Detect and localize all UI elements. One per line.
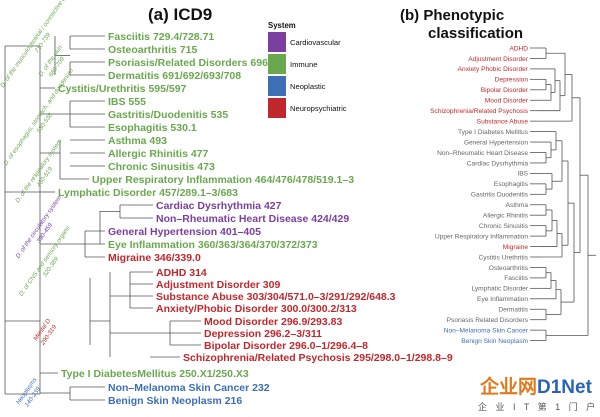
phenotypic-label: Cardiac Dysrhythmia <box>467 160 529 167</box>
icd9-label: Bipolar Disorder 296.0–1/296.4–8 <box>204 340 368 352</box>
phenotypic-label: ADHD <box>509 45 528 52</box>
phenotypic-labels: ADHD Adjustment Disorder Anxiety Phobic Di… <box>430 45 529 345</box>
legend: System Cardiovascular Immune Neoplastic Neu… <box>268 21 347 118</box>
phenotypic-label: Osteoarthritis <box>489 265 529 272</box>
icd9-label: Asthma 493 <box>108 135 167 147</box>
legend-label: Neuropsychiatric <box>290 104 347 113</box>
phenotypic-label: Mood Disorder <box>485 98 529 105</box>
icd9-group-labels: D. of the musculoskeletal / connective t… <box>0 0 75 408</box>
phenotypic-label: General Hypertension <box>464 139 528 146</box>
phenotypic-label: Esophagitis <box>494 181 529 188</box>
icd9-group-label: D. of esophagus, stomach, and duodenum <box>2 67 75 167</box>
legend-swatch <box>268 76 286 96</box>
phenotypic-label: IBS <box>517 171 528 178</box>
icd9-label: Substance Abuse 303/304/571.0–3/291/292/… <box>156 291 396 303</box>
icd9-label: Schizophrenia/Related Psychosis 295/298.… <box>183 352 453 364</box>
phenotypic-label: Substance Abuse <box>477 118 529 125</box>
panel-a-title: (a) ICD9 <box>148 5 212 24</box>
icd9-label: Cardiac Dysrhythmia 427 <box>156 200 282 212</box>
icd9-label: Esophagitis 530.1 <box>108 122 197 134</box>
icd9-label: General Hypertension 401–405 <box>108 226 261 238</box>
icd9-dendrogram <box>4 35 201 401</box>
icd9-label: Anxiety/Phobic Disorder 300.0/300.2/313 <box>156 303 357 315</box>
watermark: 企业网 D1Net 企 业 I T 第 1 门 户 <box>478 375 598 412</box>
phenotypic-label: Lymphatic Disorder <box>471 286 528 293</box>
phenotypic-label: Depression <box>495 77 529 84</box>
icd9-label: Psoriasis/Related Disorders 696 <box>108 57 268 69</box>
phenotypic-label: Dermatitis <box>498 307 528 314</box>
phenotypic-label: Migraine <box>503 244 529 251</box>
phenotypic-label: Anxiety Phobic Disorder <box>458 66 529 73</box>
phenotypic-label: Upper Respiratory Inflammation <box>435 233 528 240</box>
icd9-label: Non–Rheumatic Heart Disease 424/429 <box>156 213 349 225</box>
phenotypic-label: Fasciitis <box>504 275 529 282</box>
phenotypic-label: Schizophrenia/Related Psychosis <box>430 108 529 115</box>
legend-swatch <box>268 98 286 118</box>
icd9-group-label: D. of the respiratory system <box>14 138 63 204</box>
icd9-label: Cystitis/Urethritis 595/597 <box>58 83 187 95</box>
icd9-label: Adjustment Disorder 309 <box>156 279 280 291</box>
legend-swatch <box>268 32 286 52</box>
icd9-label: Allergic Rhinitis 477 <box>108 148 209 160</box>
legend-label: Neoplastic <box>290 82 326 91</box>
panel-b-title-line2: classification <box>428 25 523 42</box>
icd9-label: Upper Respiratory Inflammation 464/476/4… <box>92 174 354 186</box>
icd9-label: ADHD 314 <box>156 267 207 279</box>
panel-b-title-line1: (b) Phenotypic <box>400 7 504 24</box>
phenotypic-label: Psoriasis Related Disorders <box>447 317 529 324</box>
phenotypic-label: Eye Inflammation <box>477 296 528 303</box>
icd9-label: Non–Melanoma Skin Cancer 232 <box>108 382 270 394</box>
icd9-label: Lymphatic Disorder 457/289.1–3/683 <box>58 187 238 199</box>
icd9-label: Benign Skin Neoplasm 216 <box>108 395 242 407</box>
phenotypic-label: Benign Skin Neoplasm <box>461 338 528 345</box>
phenotypic-label: Allergic Rhinitis <box>483 213 529 220</box>
legend-swatch <box>268 54 286 74</box>
phenotypic-label: Asthma <box>506 202 529 209</box>
phenotypic-label: Non–Melanoma Skin Cancer <box>444 327 529 334</box>
phenotypic-label: Non–Rheumatic Heart Disease <box>437 150 528 157</box>
icd9-label: Osteoarthritis 715 <box>108 44 197 56</box>
icd9-label: Fasciitis 729.4/728.71 <box>108 31 214 43</box>
phenotypic-label: Adjustment Disorder <box>468 56 529 63</box>
phenotypic-label: Chronic Sinusitis <box>479 223 529 230</box>
icd9-label: IBS 555 <box>108 96 146 108</box>
icd9-label: Dermatitis 691/692/693/708 <box>108 70 241 82</box>
icd9-label: Depression 296.2–3/311 <box>204 328 322 340</box>
watermark-subtitle: 企 业 I T 第 1 门 户 <box>478 401 598 412</box>
legend-label: Cardiovascular <box>290 38 341 47</box>
phenotypic-dendrogram <box>530 47 596 342</box>
watermark-brand: 企业网 <box>479 375 537 398</box>
icd9-label: Mood Disorder 296.9/293.83 <box>204 316 342 328</box>
icd9-label: Eye Inflammation 360/363/364/370/372/373 <box>108 239 318 251</box>
icd9-label: Gastritis/Duodenitis 535 <box>108 109 228 121</box>
icd9-label: Chronic Sinusitis 473 <box>108 161 215 173</box>
legend-label: Immune <box>290 60 317 69</box>
watermark-brand-latin: D1Net <box>537 377 593 398</box>
phenotypic-label: Type I Diabetes Mellitus <box>458 129 529 136</box>
phenotypic-label: Gastritis Duodenitis <box>471 192 529 199</box>
legend-title: System <box>268 21 296 30</box>
phenotypic-label: Bipolar Disorder <box>481 87 529 94</box>
icd9-label: Type I DiabetesMellitus 250.X1/250.X3 <box>61 368 249 380</box>
phenotypic-label: Cystitis Urethritis <box>479 254 529 261</box>
icd9-label: Migraine 346/339.0 <box>108 252 201 264</box>
